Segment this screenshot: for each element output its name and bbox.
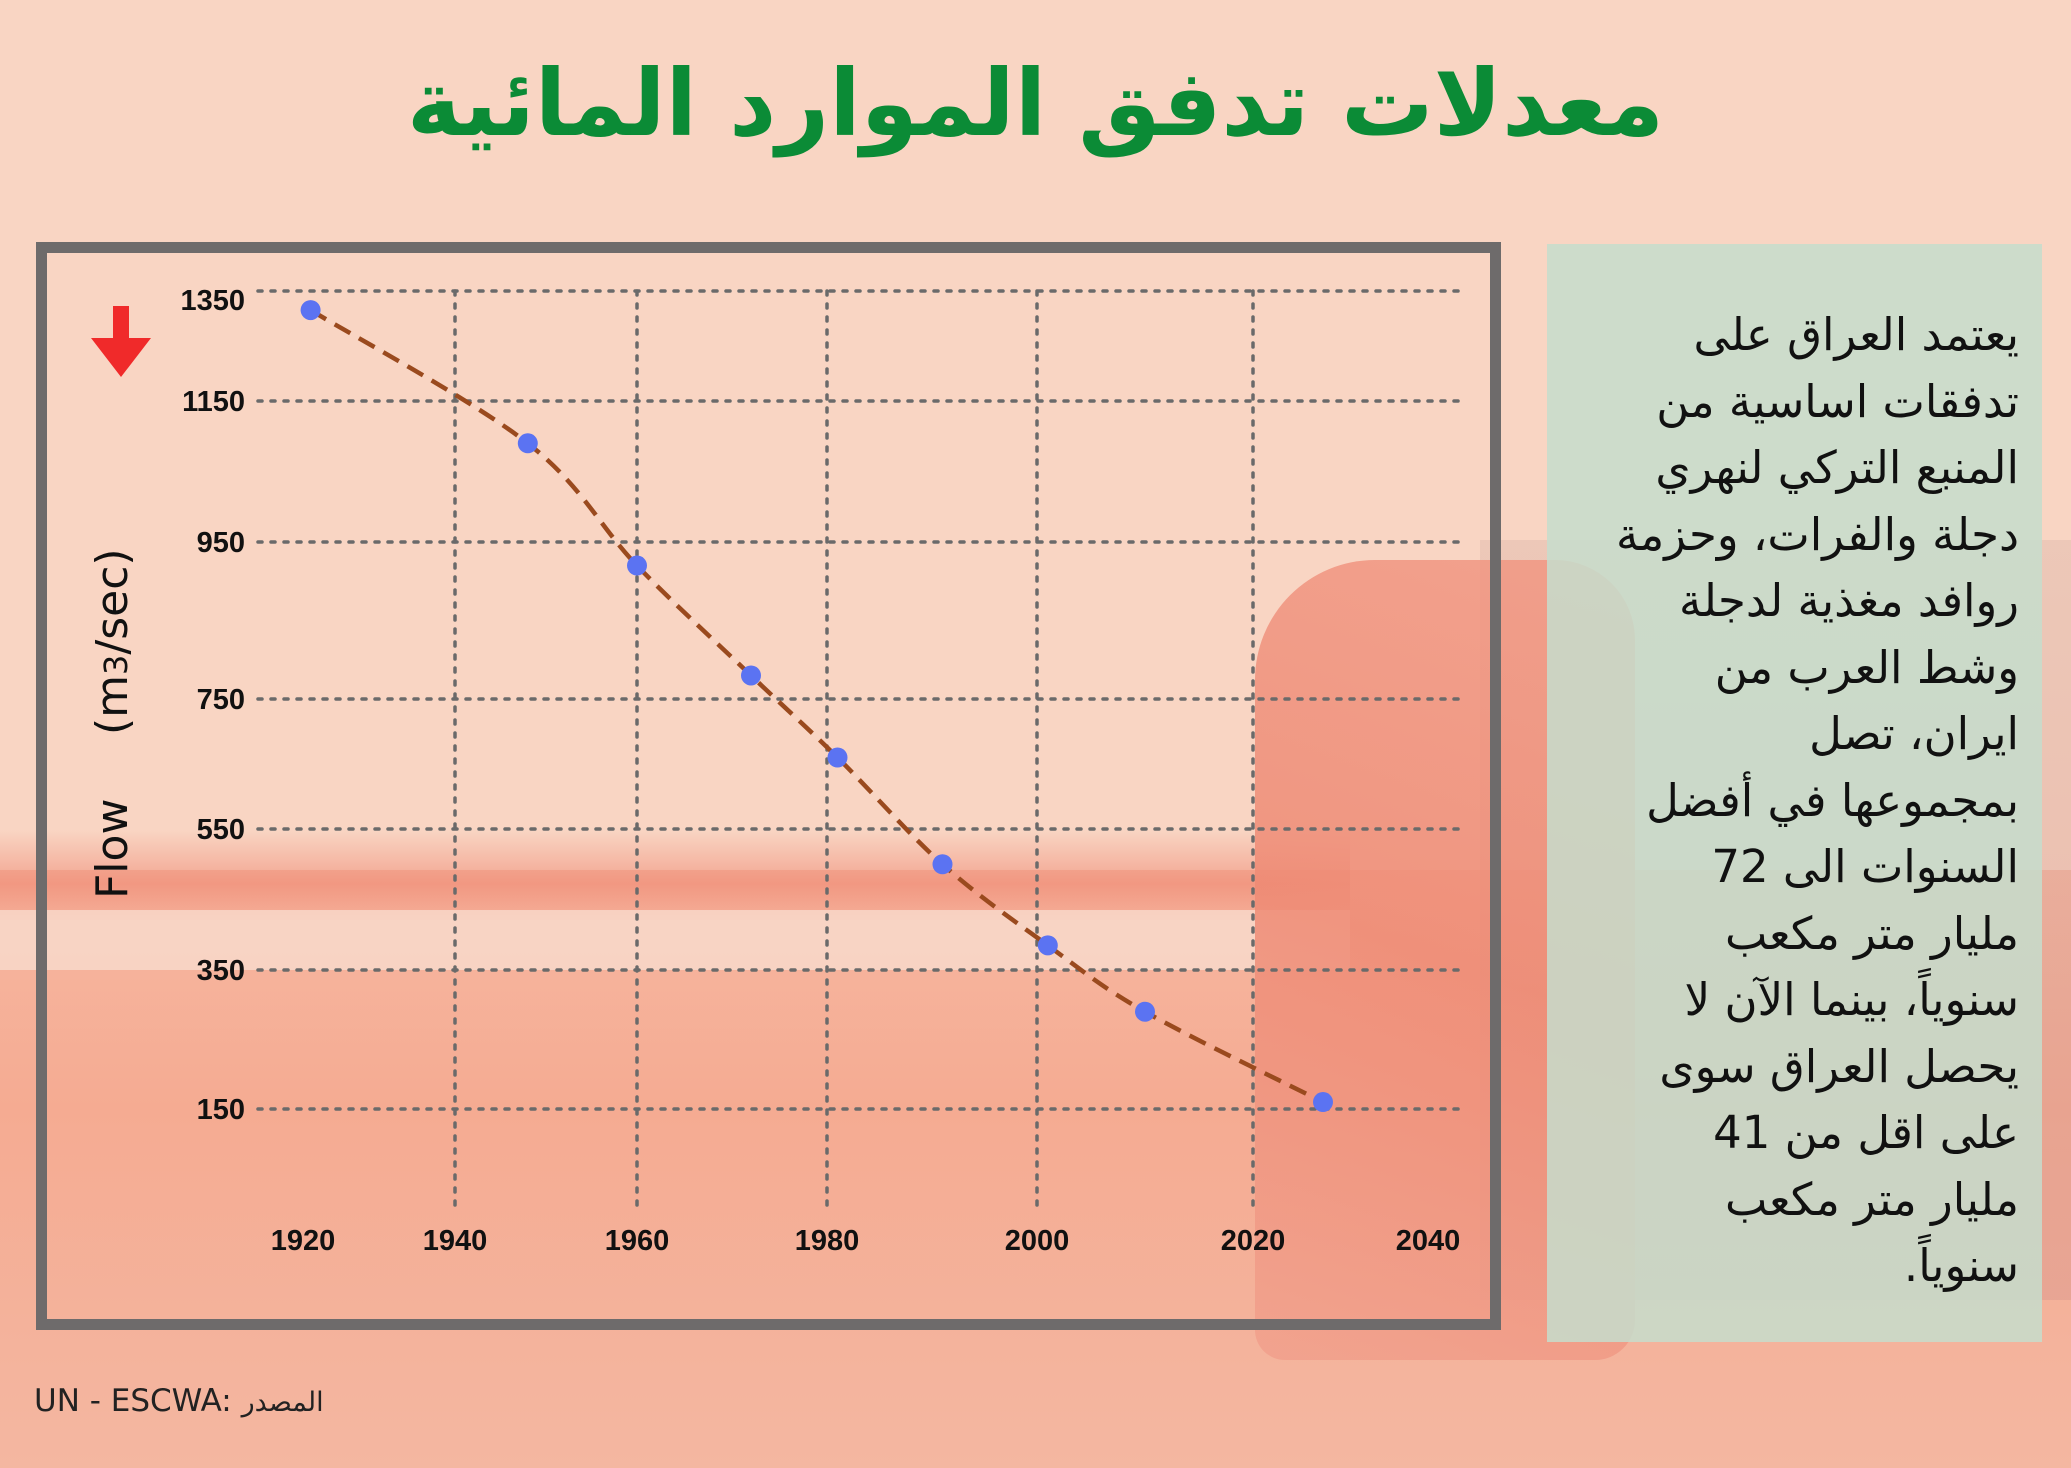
data-point <box>827 747 848 768</box>
chart-series <box>300 300 1333 1113</box>
page-title: معدلات تدفق الموارد المائية <box>406 50 1665 157</box>
y-tick-label: 150 <box>197 1094 245 1126</box>
y-tick-label: 750 <box>197 684 245 716</box>
source-value: UN - ESCWA: <box>34 1383 232 1419</box>
data-point <box>1313 1092 1333 1113</box>
y-tick-label: 1150 <box>182 386 245 418</box>
x-tick-label: 1920 <box>271 1225 336 1257</box>
y-axis-unit-label: (m3/sec) <box>87 548 138 735</box>
data-point <box>1135 1001 1155 1022</box>
x-tick-label: 2020 <box>1221 1225 1286 1257</box>
y-tick-label: 550 <box>197 814 245 846</box>
chart-grid <box>256 289 1462 1212</box>
x-tick-label: 1940 <box>423 1225 488 1257</box>
y-tick-label: 1350 <box>180 285 245 317</box>
x-tick-label: 2000 <box>1005 1225 1070 1257</box>
side-description: يعتمد العراق على تدفقات اساسية من المنبع… <box>1615 308 2019 1292</box>
x-tick-label: 2040 <box>1396 1225 1461 1257</box>
data-point <box>741 665 761 686</box>
y-tick-label: 350 <box>197 955 245 987</box>
flow-chart: 1350 1150 950 750 550 350 150 1920 1940 1960 1980 2… <box>87 285 1462 1257</box>
y-axis-flow-label: Flow <box>87 799 138 899</box>
x-tick-label: 1980 <box>795 1225 860 1257</box>
chart-tick-labels: 1350 1150 950 750 550 350 150 1920 1940 1960 1980 2… <box>180 285 1460 1257</box>
chart-frame: 1350 1150 950 750 550 350 150 1920 1940 1960 1980 2… <box>36 242 1501 1330</box>
y-tick-label: 950 <box>197 527 245 559</box>
down-arrow-icon <box>91 306 151 377</box>
x-tick-label: 1960 <box>605 1225 670 1257</box>
series-line <box>309 308 1325 1105</box>
data-point <box>627 555 647 576</box>
side-panel <box>1547 244 2042 1342</box>
data-point <box>300 300 321 321</box>
data-point <box>932 854 953 875</box>
source-note: UN - ESCWA: المصدر <box>34 1383 324 1419</box>
data-point <box>1037 935 1058 956</box>
data-point <box>517 433 538 454</box>
source-label: المصدر <box>241 1387 324 1418</box>
